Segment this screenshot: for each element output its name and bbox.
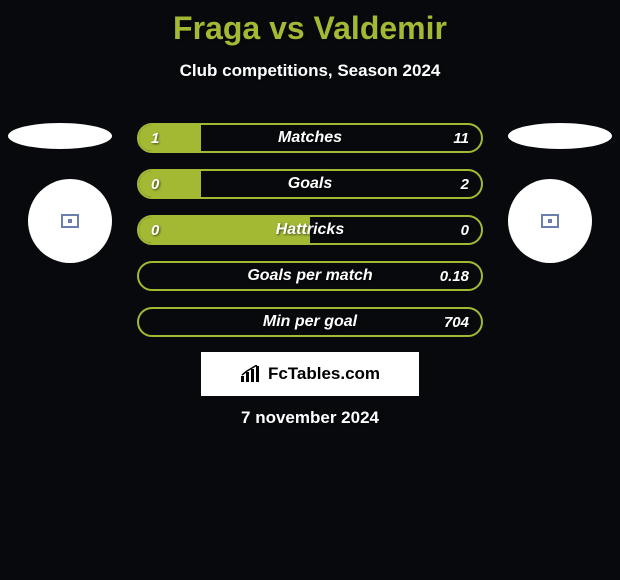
flag-icon xyxy=(61,214,79,228)
stat-label: Goals per match xyxy=(139,263,481,289)
stat-value-right: 704 xyxy=(444,309,469,335)
stat-bar-row: Matches111 xyxy=(137,123,483,153)
stat-label: Hattricks xyxy=(139,217,481,243)
stat-value-left: 0 xyxy=(151,217,159,243)
stat-value-right: 2 xyxy=(461,171,469,197)
flag-icon xyxy=(541,214,559,228)
stat-bar-row: Goals0 2 xyxy=(137,169,483,199)
subtitle: Club competitions, Season 2024 xyxy=(0,61,620,81)
stat-bar-row: Hattricks0 0 xyxy=(137,215,483,245)
player-photo-left xyxy=(8,123,112,149)
club-badge-left xyxy=(28,179,112,263)
player-photo-right xyxy=(508,123,612,149)
stat-value-right: 11 xyxy=(453,125,469,151)
stat-value-left: 0 xyxy=(151,171,159,197)
page-title: Fraga vs Valdemir xyxy=(0,0,620,47)
club-badge-right xyxy=(508,179,592,263)
brand-box: FcTables.com xyxy=(201,352,419,396)
stat-bars: Matches111Goals02Hattricks00Goals per ma… xyxy=(137,123,483,353)
infographic-root: Fraga vs Valdemir Club competitions, Sea… xyxy=(0,0,620,580)
stat-bar-row: Goals per match0.18 xyxy=(137,261,483,291)
stat-value-right: 0 xyxy=(461,217,469,243)
stat-bar-row: Min per goal704 xyxy=(137,307,483,337)
stat-label: Matches xyxy=(139,125,481,151)
stat-value-left: 1 xyxy=(151,125,159,151)
date-line: 7 november 2024 xyxy=(0,408,620,428)
stat-label: Goals xyxy=(139,171,481,197)
stat-label: Min per goal xyxy=(139,309,481,335)
brand-text: FcTables.com xyxy=(268,364,380,384)
stat-value-right: 0.18 xyxy=(440,263,469,289)
brand-chart-icon xyxy=(240,365,262,383)
